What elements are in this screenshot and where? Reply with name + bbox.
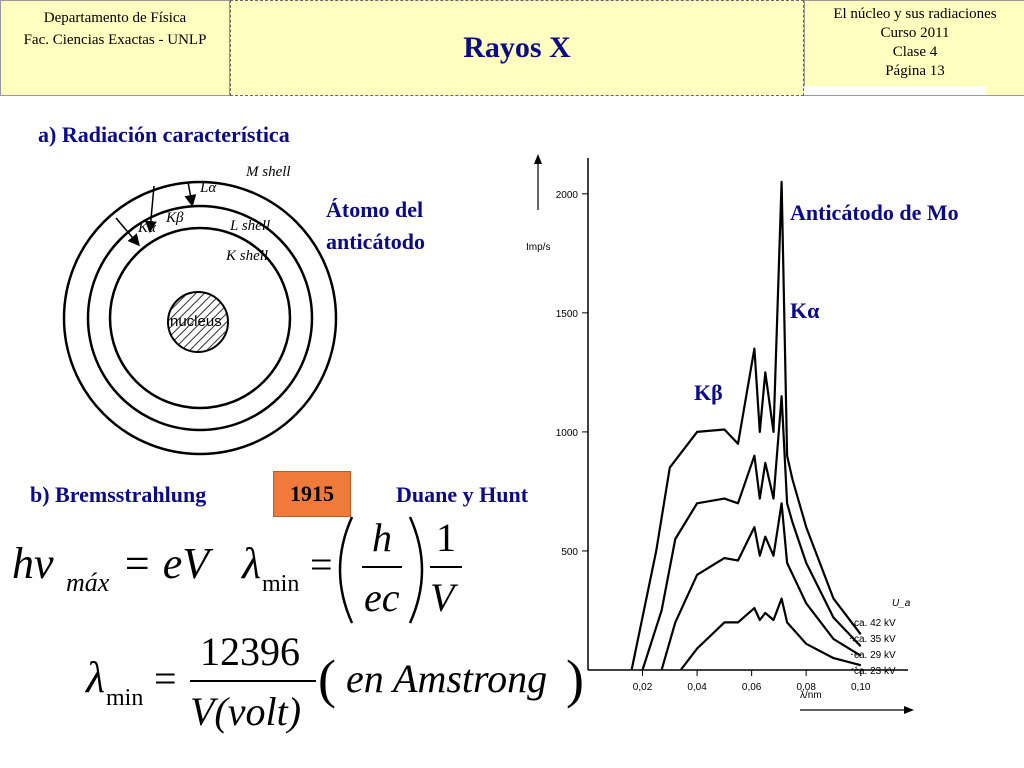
anticathode-label: Anticátodo de Mo [790, 200, 959, 225]
year-badge: 1915 [273, 471, 351, 517]
x-tick-label: 0,04 [687, 682, 707, 693]
eq2-V: V [430, 575, 459, 620]
xray-spectrum-chart: Imp/s λ/nm 500 1000 1500 2000 0,02 0,04 0,06 0,0… [526, 154, 914, 714]
l-alpha-label: Lα [199, 180, 217, 196]
l-shell-label: L shell [229, 218, 270, 234]
eq1-rhs: = eV [122, 539, 214, 588]
legend-entry: ca. 35 kV [854, 634, 896, 645]
eq3-lambda: λ [84, 653, 105, 702]
k-beta-arrow [144, 185, 157, 233]
eq3-equals: = [154, 656, 177, 701]
legend-title: U_a [892, 598, 911, 609]
header-title-box: Rayos X [230, 0, 804, 96]
y-tick-label: 1500 [556, 309, 579, 320]
eq2-left-paren [338, 516, 354, 624]
legend-leader [849, 653, 861, 657]
faculty-text: Fac. Ciencias Exactas - UNLP [23, 32, 207, 48]
legend-entry: ca. 29 kV [854, 650, 896, 661]
class-number-text: Clase 4 [892, 44, 938, 60]
x-tick-label: 0,02 [633, 682, 653, 693]
eq3-denominator: V(volt) [190, 689, 301, 734]
x-tick-label: 0,08 [796, 682, 816, 693]
series-line-1 [630, 180, 862, 671]
atom-label-line2: anticátodo [326, 229, 425, 254]
k-alpha-peak-label: Kα [790, 298, 820, 323]
section-a-heading: a) Radiación característica [38, 122, 290, 147]
atom-label: Átomo del anticátodo [326, 194, 425, 258]
header-left-box: Departamento de Física Fac. Ciencias Exa… [0, 0, 230, 96]
eq2-one: 1 [436, 515, 456, 560]
k-beta-diagram-label: Kβ [165, 210, 184, 226]
eq1-subscript: máx [66, 568, 110, 597]
department-text: Departamento de Física [43, 10, 187, 26]
eq3-unit-text: en Amstrong [346, 656, 547, 701]
course-year-text: Curso 2011 [880, 25, 950, 41]
x-axis-label: λ/nm [800, 690, 822, 701]
atom-shell-diagram: M shell Lα Kβ Kα L shell K shell nucleus [62, 164, 338, 456]
x-tick-label: 0,10 [851, 682, 871, 693]
nucleus-circle [167, 291, 229, 353]
slide-title: Rayos X [463, 31, 571, 64]
k-alpha-arrow [115, 217, 140, 247]
k-alpha-diagram-label: Kα [137, 220, 157, 236]
equations: hν máx = eV λ min = h ec 1 V λ min = 123… [12, 515, 584, 734]
course-topic-text: El núcleo y sus radiaciones [833, 6, 997, 22]
y-axis-label: Imp/s [526, 242, 550, 253]
page-number-text: Página 13 [885, 63, 945, 79]
eq2-h: h [372, 515, 392, 560]
legend-entry: ca. 42 kV [854, 618, 896, 629]
l-shell-circle [86, 204, 314, 432]
k-beta-peak-label: Kβ [694, 380, 723, 405]
m-shell-label: M shell [245, 164, 291, 180]
y-tick-label: 1000 [556, 428, 579, 439]
legend-entry: ca. 23 kV [854, 666, 896, 677]
eq2-right-paren [408, 516, 424, 624]
nucleus-label: nucleus [170, 313, 222, 330]
authors-label: Duane y Hunt [396, 482, 529, 507]
x-tick-label: 0,06 [742, 682, 762, 693]
series-line-2 [641, 395, 862, 671]
eq2-equals: = [310, 542, 333, 587]
eq1-lhs: hν [12, 539, 54, 588]
eq2-ec: ec [364, 575, 400, 620]
k-shell-circle [108, 226, 292, 410]
m-shell-circle [62, 180, 338, 456]
eq2-lambda: λ [240, 539, 261, 588]
eq3-right-paren: ) [566, 649, 584, 709]
legend-leader [849, 621, 862, 635]
l-alpha-arrow [184, 181, 197, 207]
series-line-3 [660, 502, 862, 671]
eq3-left-paren: ( [318, 649, 336, 709]
series-line-4 [679, 597, 861, 671]
eq2-min: min [262, 571, 299, 597]
y-tick-label: 2000 [556, 190, 579, 201]
atom-label-line1: Átomo del [326, 197, 424, 222]
y-arrow-head [534, 154, 542, 164]
k-shell-label: K shell [225, 248, 268, 264]
eq3-min: min [106, 685, 143, 711]
section-b-heading: b) Bremsstrahlung [30, 482, 207, 507]
legend-leader [849, 664, 861, 671]
header-right-box: El núcleo y sus radiaciones Curso 2011 C… [804, 0, 1024, 96]
x-arrow-head [904, 706, 914, 714]
header-notch [804, 86, 986, 95]
y-tick-label: 500 [561, 547, 578, 558]
eq3-numerator: 12396 [200, 629, 300, 674]
